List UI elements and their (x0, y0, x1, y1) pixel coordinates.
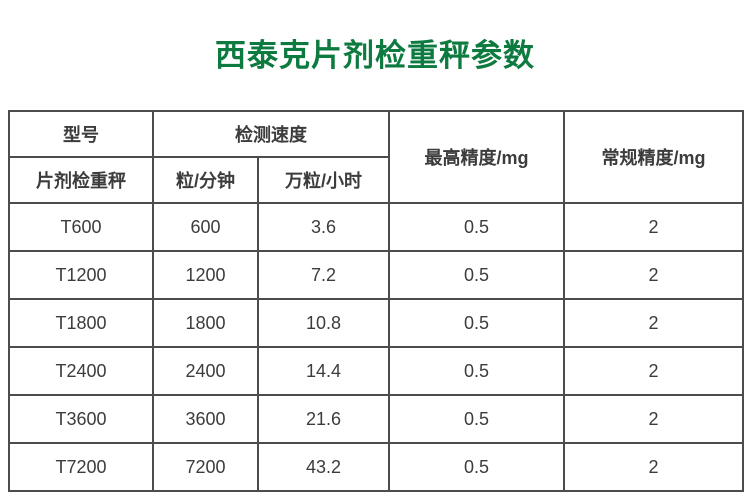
parameters-table: 型号 检测速度 最高精度/mg 常规精度/mg 片剂检重秤 粒/分钟 万粒/小时… (8, 110, 744, 492)
cell-model: T1800 (8, 298, 154, 348)
cell-per-min: 2400 (152, 346, 259, 396)
header-speed-per-min: 粒/分钟 (152, 156, 259, 204)
cell-normal-precision: 2 (563, 250, 744, 300)
cell-wan-per-hour: 10.8 (257, 298, 390, 348)
cell-max-precision: 0.5 (388, 250, 565, 300)
header-row-1: 型号 检测速度 最高精度/mg 常规精度/mg (8, 110, 744, 204)
table-row: T3600 3600 21.6 0.5 2 (8, 394, 744, 444)
cell-model: T2400 (8, 346, 154, 396)
cell-wan-per-hour: 14.4 (257, 346, 390, 396)
cell-wan-per-hour: 21.6 (257, 394, 390, 444)
cell-wan-per-hour: 7.2 (257, 250, 390, 300)
cell-per-min: 7200 (152, 442, 259, 492)
table-row: T1200 1200 7.2 0.5 2 (8, 250, 744, 300)
header-model: 型号 (8, 110, 154, 158)
header-max-precision: 最高精度/mg (388, 110, 565, 204)
cell-wan-per-hour: 3.6 (257, 202, 390, 252)
table-row: T1800 1800 10.8 0.5 2 (8, 298, 744, 348)
table-row: T600 600 3.6 0.5 2 (8, 202, 744, 252)
cell-normal-precision: 2 (563, 346, 744, 396)
cell-model: T600 (8, 202, 154, 252)
cell-normal-precision: 2 (563, 202, 744, 252)
cell-max-precision: 0.5 (388, 346, 565, 396)
cell-model: T1200 (8, 250, 154, 300)
cell-normal-precision: 2 (563, 298, 744, 348)
table-row: T2400 2400 14.4 0.5 2 (8, 346, 744, 396)
cell-per-min: 1800 (152, 298, 259, 348)
table-body: T600 600 3.6 0.5 2 T1200 1200 7.2 0.5 2 T1800 1800 1… (8, 202, 744, 492)
cell-per-min: 1200 (152, 250, 259, 300)
cell-per-min: 3600 (152, 394, 259, 444)
cell-max-precision: 0.5 (388, 298, 565, 348)
cell-normal-precision: 2 (563, 442, 744, 492)
table-row: T7200 7200 43.2 0.5 2 (8, 442, 744, 492)
cell-wan-per-hour: 43.2 (257, 442, 390, 492)
header-speed-wan-per-hour: 万粒/小时 (257, 156, 390, 204)
page-title: 西泰克片剂检重秤参数 (215, 38, 535, 73)
header-row-2: 片剂检重秤 粒/分钟 万粒/小时 (8, 156, 743, 204)
cell-per-min: 600 (152, 202, 259, 252)
header-speed-group: 检测速度 (152, 110, 390, 158)
header-model-sub: 片剂检重秤 (8, 156, 154, 204)
cell-max-precision: 0.5 (388, 442, 565, 492)
table-header: 型号 检测速度 最高精度/mg 常规精度/mg 片剂检重秤 粒/分钟 万粒/小时 (8, 110, 744, 204)
cell-model: T3600 (8, 394, 154, 444)
cell-normal-precision: 2 (563, 394, 744, 444)
cell-model: T7200 (8, 442, 154, 492)
cell-max-precision: 0.5 (388, 394, 565, 444)
cell-max-precision: 0.5 (388, 202, 565, 252)
header-normal-precision: 常规精度/mg (563, 110, 744, 204)
